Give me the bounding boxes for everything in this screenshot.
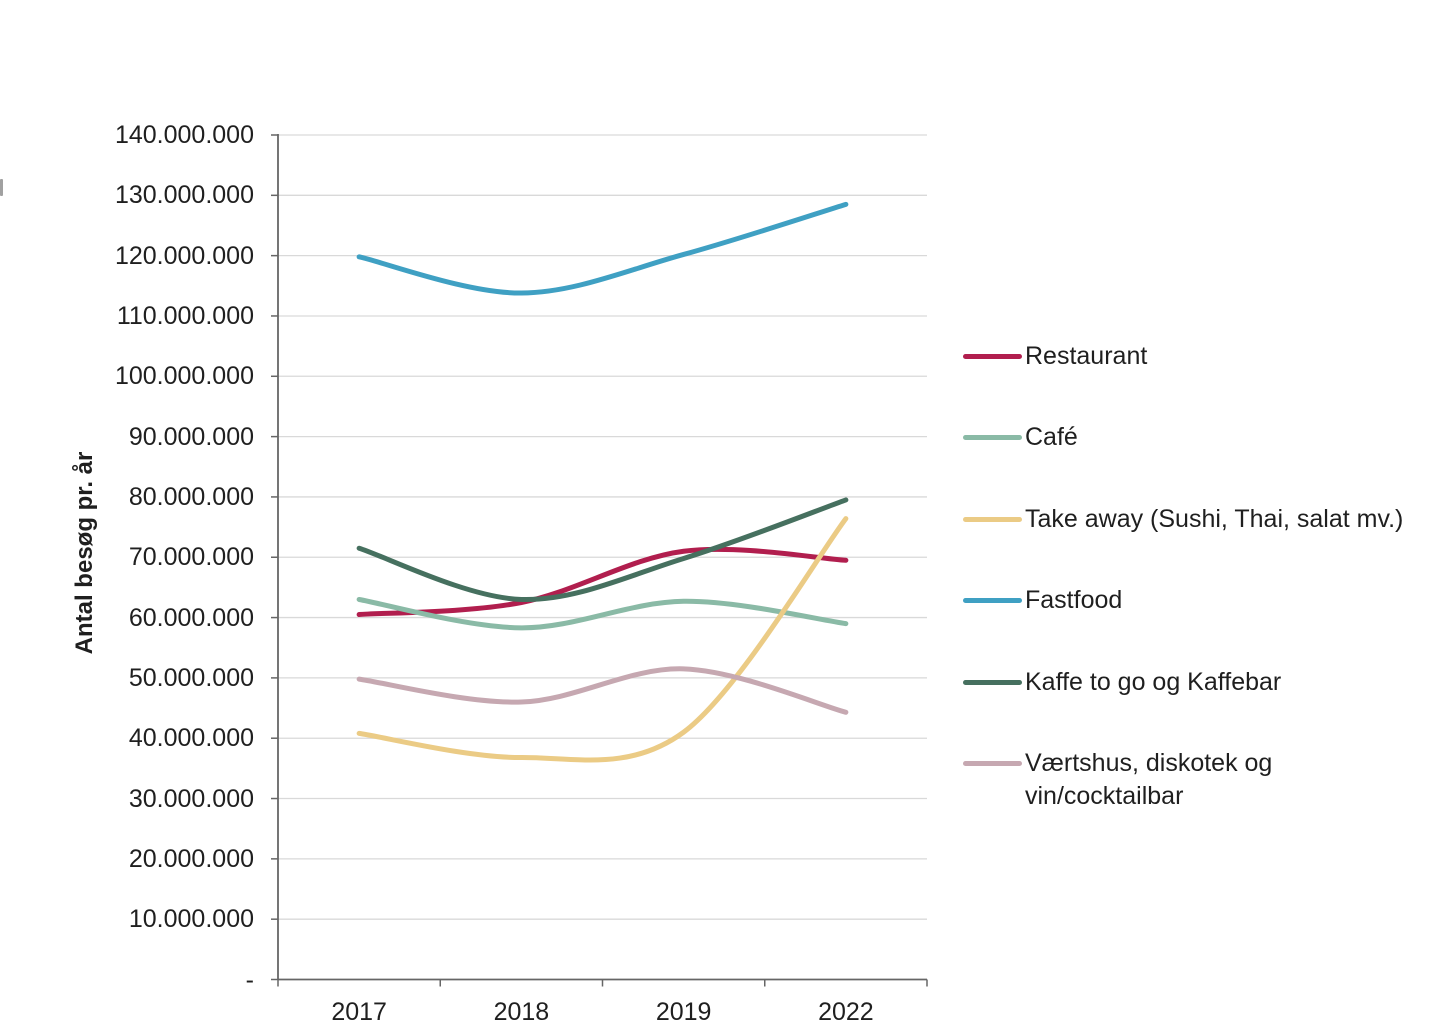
y-tick-label: 110.000.000 (116, 301, 254, 330)
legend-item-fastfood: Fastfood (963, 584, 1417, 617)
legend-label: Værtshus, diskotek og vin/cocktailbar (1025, 749, 1273, 810)
series-line-kaffe-to-go-og-kaffebar (356, 497, 849, 602)
legend-item-v-rtshus-diskotek-og-vin-cocktailbar: Værtshus, diskotek og vin/cocktailbar (963, 747, 1417, 813)
y-tick-label: 40.000.000 (128, 724, 254, 753)
legend-swatch (963, 679, 1022, 685)
y-tick-label: 120.000.000 (114, 241, 254, 270)
y-tick-label: 90.000.000 (128, 422, 254, 451)
x-tick-label-2019: 2019 (655, 998, 712, 1026)
y-tick-label: 80.000.000 (128, 482, 254, 511)
y-tick-label: 100.000.000 (114, 362, 254, 391)
legend-item-restaurant: Restaurant (963, 340, 1417, 373)
series-line-caf (356, 596, 849, 631)
series-line-fastfood (356, 201, 849, 296)
legend-label: Take away (Sushi, Thai, salat mv.) (1025, 504, 1404, 533)
legend-label: Fastfood (1025, 586, 1123, 614)
legend-swatch (963, 761, 1022, 766)
x-tick-label-2017: 2017 (331, 998, 387, 1026)
y-tick-label: - (245, 965, 254, 994)
legend-item-take-away-sushi-thai-salat-mv: Take away (Sushi, Thai, salat mv.) (963, 503, 1417, 536)
legend-item-kaffe-to-go-og-kaffebar: Kaffe to go og Kaffebar (963, 666, 1417, 699)
legend-label: Kaffe to go og Kaffebar (1025, 667, 1282, 696)
legend-label: Café (1025, 423, 1078, 451)
chart-legend: Restaurant Café Take away (Sushi, Thai, sa… (963, 0, 1433, 1034)
x-tick-label-2018: 2018 (493, 998, 550, 1026)
legend-swatch (963, 435, 1022, 440)
y-tick-label: 50.000.000 (128, 663, 254, 692)
y-axis-title: Antal besøg pr. år (71, 451, 98, 655)
legend-swatch (963, 516, 1022, 522)
y-tick-label: 30.000.000 (128, 784, 254, 813)
left-edge-artifact (0, 179, 3, 196)
x-tick-label-2022: 2022 (818, 998, 874, 1026)
legend-swatch (963, 598, 1022, 603)
series-line-v-rtshus-diskotek-og-vin-cocktailbar (356, 666, 849, 715)
legend-label: Restaurant (1025, 341, 1148, 370)
y-tick-label: 140.000.000 (114, 121, 254, 149)
series-line-restaurant (356, 546, 849, 618)
y-tick-label: 10.000.000 (128, 905, 254, 934)
y-tick-label: 20.000.000 (128, 844, 254, 873)
legend-swatch (963, 353, 1022, 359)
y-tick-label: 130.000.000 (114, 181, 254, 210)
y-tick-label: 60.000.000 (128, 603, 254, 632)
y-tick-label: 70.000.000 (128, 543, 254, 572)
series-line-take-away-sushi-thai-salat-mv (356, 516, 849, 763)
legend-item-caf: Café (963, 421, 1417, 454)
